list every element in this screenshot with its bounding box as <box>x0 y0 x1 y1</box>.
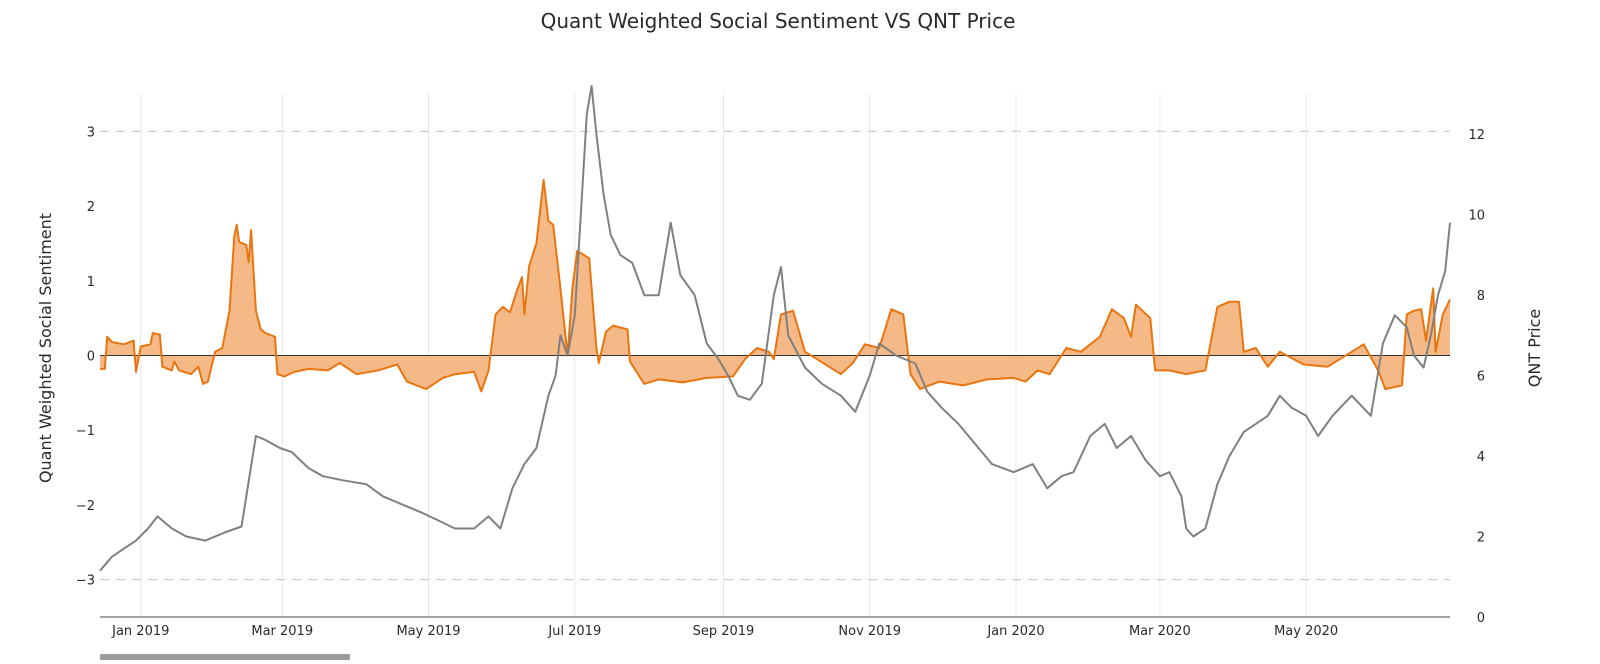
y-right-axis-title: QNT Price <box>1525 309 1544 387</box>
x-tick-label: Jul 2019 <box>547 624 601 639</box>
y-right-tick-label: 12 <box>1468 128 1485 143</box>
y-right-tick-label: 10 <box>1468 209 1485 224</box>
y-left-tick-label: −1 <box>76 424 95 439</box>
x-tick-label: Jan 2020 <box>986 624 1044 639</box>
y-right-tick-label: 6 <box>1477 370 1485 385</box>
line-layer <box>99 85 1451 572</box>
area-layer <box>100 179 1450 392</box>
y-right-tick-label: 8 <box>1477 289 1485 304</box>
y-left-tick-label: 0 <box>87 350 95 365</box>
x-tick-label: Nov 2019 <box>838 624 901 639</box>
y-right-tick-label: 0 <box>1477 611 1485 626</box>
y-left-tick-label: 1 <box>87 275 95 290</box>
chart-title: Quant Weighted Social Sentiment VS QNT P… <box>541 9 1016 33</box>
x-tick-label: Sep 2019 <box>693 624 755 639</box>
sentiment-line <box>100 178 1451 393</box>
y-left-tick-label: −3 <box>76 574 95 589</box>
y-right-tick-label: 4 <box>1477 450 1485 465</box>
y-left-tick-label: 3 <box>87 125 95 140</box>
y-left-tick-label: −2 <box>76 499 95 514</box>
x-tick-label: Mar 2019 <box>251 624 313 639</box>
price-line <box>99 85 1451 572</box>
axis-layer: Jan 2019 Mar 2019 May 2019 Jul 2019 Sep 2019… <box>76 125 1485 639</box>
x-tick-label: May 2019 <box>396 624 460 639</box>
x-tick-label: Jan 2019 <box>111 624 169 639</box>
y-left-tick-label: 2 <box>87 200 95 215</box>
sentiment-area <box>100 179 1450 392</box>
x-tick-label: May 2020 <box>1274 624 1338 639</box>
x-tick-label: Mar 2020 <box>1129 624 1191 639</box>
y-right-tick-label: 2 <box>1477 531 1485 546</box>
y-left-axis-title: Quant Weighted Social Sentiment <box>36 213 55 483</box>
horizontal-scrollbar[interactable] <box>100 654 350 660</box>
